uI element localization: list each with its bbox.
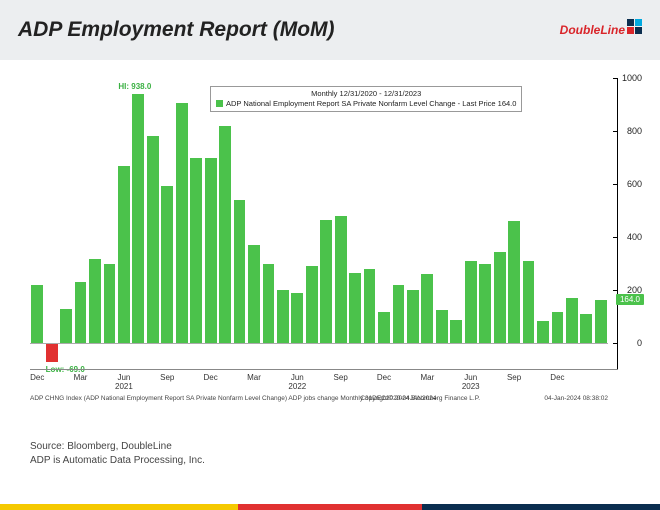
y-tick-mark (613, 237, 618, 238)
bar (190, 158, 202, 344)
bar (306, 266, 318, 343)
chart-plot-area: HI: 938.0 Low: -69.0 Monthly 12/31/2020 … (30, 78, 608, 370)
y-tick-mark (613, 343, 618, 344)
y-tick-label: 800 (627, 126, 642, 136)
bar (205, 158, 217, 344)
x-axis-line (30, 369, 618, 370)
x-tick-label: Mar (247, 373, 261, 382)
bar (595, 300, 607, 344)
bar (31, 285, 43, 343)
bar (421, 274, 433, 343)
source-line-1: Source: Bloomberg, DoubleLine (30, 440, 205, 454)
strip-segment (422, 504, 660, 510)
x-tick-label: Dec (377, 373, 391, 382)
bar (75, 282, 87, 343)
bar (552, 312, 564, 344)
logo-sq-tl (627, 19, 634, 26)
bar (479, 264, 491, 344)
strip-segment (0, 504, 238, 510)
last-value-badge: 164.0 (616, 294, 644, 305)
bar (580, 314, 592, 343)
y-tick-mark (613, 131, 618, 132)
brand-logo: DoubleLine (560, 23, 642, 37)
y-tick-label: 0 (637, 338, 642, 348)
source-attribution: Source: Bloomberg, DoubleLine ADP is Aut… (30, 440, 205, 468)
x-tick-label: Jun2023 (462, 373, 480, 391)
legend-swatch (216, 100, 223, 107)
zero-line (30, 343, 608, 344)
bar (161, 186, 173, 344)
bar-series (30, 78, 608, 370)
bar (378, 312, 390, 344)
legend-series-row: ADP National Employment Report SA Privat… (216, 99, 516, 109)
bar (104, 264, 116, 344)
brand-logo-text: DoubleLine (560, 23, 625, 37)
y-tick-label: 200 (627, 285, 642, 295)
header: ADP Employment Report (MoM) DoubleLine (0, 0, 660, 60)
y-tick-label: 600 (627, 179, 642, 189)
legend-series-label: ADP National Employment Report SA Privat… (226, 99, 516, 108)
bar (364, 269, 376, 343)
logo-sq-tr (635, 19, 642, 26)
logo-sq-bl (627, 27, 634, 34)
x-tick-label: Dec (550, 373, 564, 382)
bar (465, 261, 477, 343)
bar (523, 261, 535, 343)
bar (537, 321, 549, 344)
chart-container: HI: 938.0 Low: -69.0 Monthly 12/31/2020 … (0, 60, 660, 430)
bar (494, 252, 506, 344)
bar (263, 264, 275, 344)
bar (291, 293, 303, 343)
bar (46, 343, 58, 361)
page-title: ADP Employment Report (MoM) (18, 18, 335, 42)
brand-logo-mark (627, 19, 642, 34)
bar (450, 320, 462, 344)
y-tick-mark (613, 184, 618, 185)
chart-legend: Monthly 12/31/2020 - 12/31/2023 ADP Nati… (210, 86, 522, 112)
bar (176, 103, 188, 343)
footnote-timestamp: 04-Jan-2024 08:38:02 (544, 395, 608, 402)
x-tick-label: Sep (507, 373, 521, 382)
x-tick-label: Sep (160, 373, 174, 382)
y-tick-mark (613, 290, 618, 291)
x-tick-label: Jun2022 (288, 373, 306, 391)
y-tick-label: 400 (627, 232, 642, 242)
x-tick-label: Jun2021 (115, 373, 133, 391)
bar (248, 245, 260, 343)
strip-segment (238, 504, 423, 510)
bar (118, 166, 130, 344)
bar (60, 309, 72, 344)
bar (407, 290, 419, 343)
bar (320, 220, 332, 343)
bar (277, 290, 289, 343)
bar (349, 273, 361, 343)
bar (219, 126, 231, 344)
bar (335, 216, 347, 343)
source-line-2: ADP is Automatic Data Processing, Inc. (30, 454, 205, 468)
bar (393, 285, 405, 343)
bar (89, 259, 101, 344)
bar (234, 200, 246, 343)
y-tick-label: 1000 (622, 73, 642, 83)
brand-color-strip (0, 504, 660, 510)
x-tick-label: Dec (30, 373, 44, 382)
bar (132, 94, 144, 343)
x-tick-label: Dec (204, 373, 218, 382)
bar (566, 298, 578, 343)
y-axis-line (617, 78, 618, 370)
legend-date-range: Monthly 12/31/2020 - 12/31/2023 (216, 89, 516, 99)
x-tick-label: Sep (334, 373, 348, 382)
footnote-copyright: Copyright© 2024 Bloomberg Finance L.P. (360, 395, 480, 402)
x-tick-label: Mar (420, 373, 434, 382)
logo-sq-br (635, 27, 642, 34)
annotation-high: HI: 938.0 (118, 82, 151, 91)
bar (508, 221, 520, 343)
y-tick-mark (613, 78, 618, 79)
x-tick-label: Mar (74, 373, 88, 382)
bar (436, 310, 448, 343)
bar (147, 136, 159, 343)
